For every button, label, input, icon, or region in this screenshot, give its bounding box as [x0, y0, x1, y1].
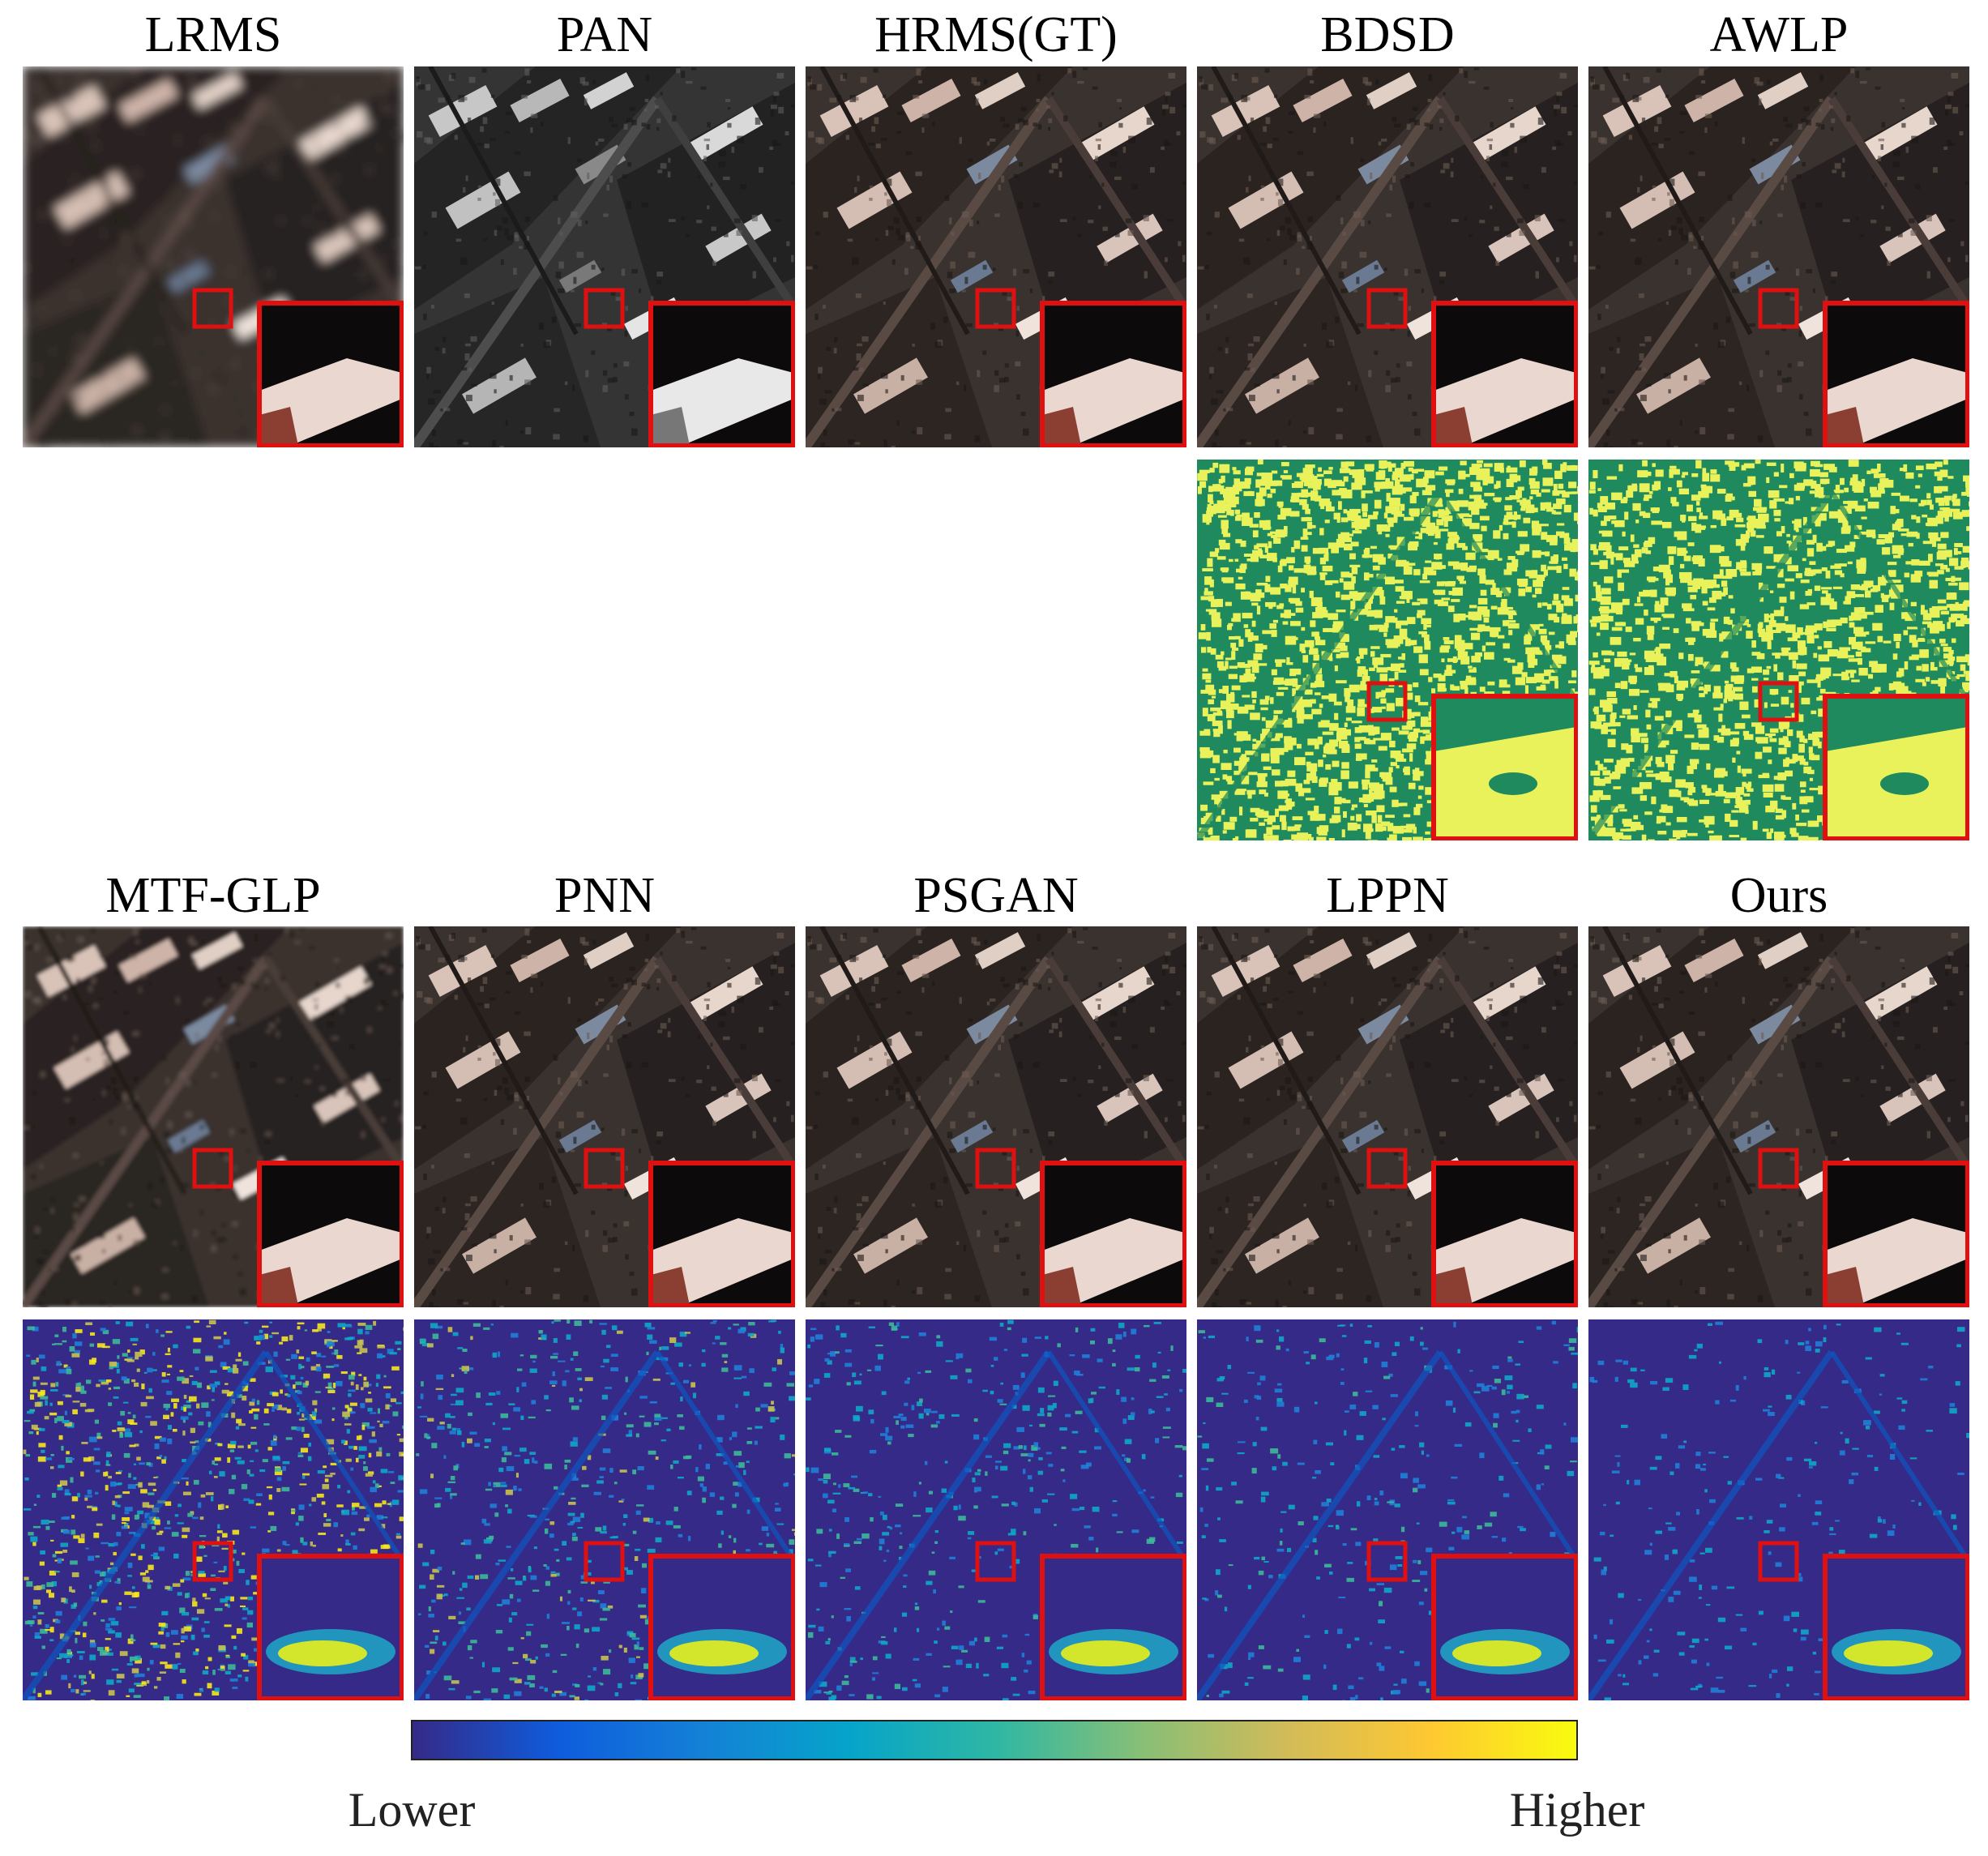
colorbar-low-label: Lower	[348, 1783, 476, 1837]
bdsd-error-svg	[1197, 460, 1578, 840]
lrms-image-svg	[23, 66, 404, 447]
hrms-image-svg	[806, 66, 1186, 447]
error-map-mtf-glp	[23, 1319, 404, 1700]
image-mtf-glp	[23, 926, 404, 1307]
lppn-image-svg	[1197, 926, 1578, 1307]
error-map-psgan	[806, 1319, 1186, 1700]
title-hrms-gt: HRMS(GT)	[874, 7, 1118, 62]
psgan-image-svg	[806, 926, 1186, 1307]
pan-image-svg	[414, 66, 795, 447]
error-map-pnn	[414, 1319, 795, 1700]
title-pan: PAN	[556, 7, 653, 62]
ours-error-svg	[1588, 1319, 1969, 1700]
error-map-lppn	[1197, 1319, 1578, 1700]
error-map-ours	[1588, 1319, 1969, 1700]
colorbar-high-label: Higher	[1509, 1783, 1645, 1837]
error-map-bdsd	[1197, 460, 1578, 840]
image-ours	[1588, 926, 1969, 1307]
mtf-glp-error-svg	[23, 1319, 404, 1700]
title-mtf-glp: MTF-GLP	[105, 868, 321, 923]
mtf-glp-image-svg	[23, 926, 404, 1307]
image-hrms-gt	[806, 66, 1186, 447]
bdsd-image-svg	[1197, 66, 1578, 447]
psgan-error-svg	[806, 1319, 1186, 1700]
title-pnn: PNN	[554, 868, 656, 923]
awlp-error-svg	[1588, 460, 1969, 840]
title-psgan: PSGAN	[913, 868, 1079, 923]
pnn-error-svg	[414, 1319, 795, 1700]
image-bdsd	[1197, 66, 1578, 447]
image-pnn	[414, 926, 795, 1307]
awlp-image-svg	[1588, 66, 1969, 447]
error-map-awlp	[1588, 460, 1969, 840]
title-lppn: LPPN	[1326, 868, 1449, 923]
title-awlp: AWLP	[1709, 7, 1849, 62]
lppn-error-svg	[1197, 1319, 1578, 1700]
image-lppn	[1197, 926, 1578, 1307]
title-bdsd: BDSD	[1320, 7, 1455, 62]
colorbar	[411, 1720, 1578, 1760]
ours-image-svg	[1588, 926, 1969, 1307]
image-awlp	[1588, 66, 1969, 447]
image-lrms	[23, 66, 404, 447]
pnn-image-svg	[414, 926, 795, 1307]
title-ours: Ours	[1729, 868, 1828, 923]
title-lrms: LRMS	[144, 7, 282, 62]
image-pan	[414, 66, 795, 447]
image-psgan	[806, 926, 1186, 1307]
